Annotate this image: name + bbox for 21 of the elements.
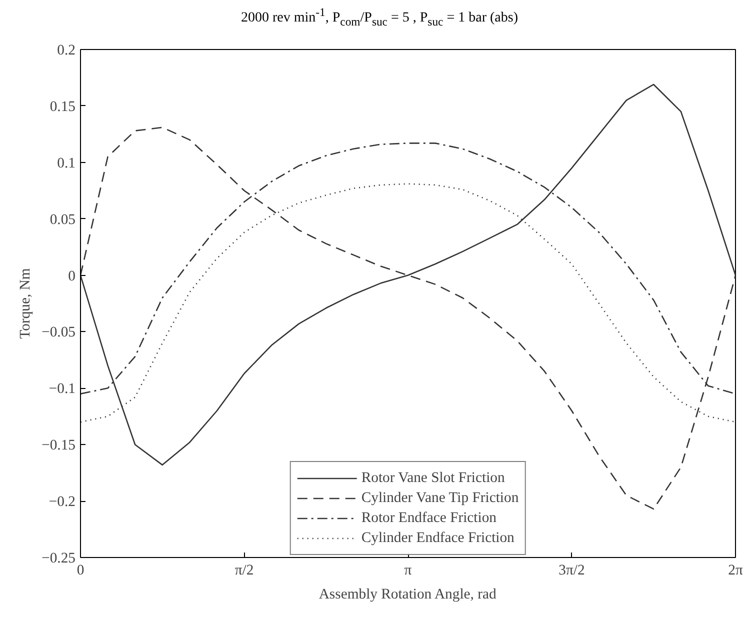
chart-title: 2000 rev min$^{-1}$, P$_{com}$/P$_{suc}$ = 5 , P$_{suc}$ = 1 bar (abs) bbox=[241, 6, 518, 28]
legend-label: Cylinder Endface Friction bbox=[361, 530, 514, 546]
y-tick-label: −0.25 bbox=[42, 550, 76, 566]
legend-label: Cylinder Vane Tip Friction bbox=[361, 490, 519, 506]
x-tick-label: π bbox=[404, 562, 412, 578]
legend-label: Rotor Vane Slot Friction bbox=[361, 470, 505, 486]
y-tick-label: −0.15 bbox=[42, 438, 76, 454]
x-tick-label: 3π/2 bbox=[558, 562, 585, 578]
y-tick-label: −0.05 bbox=[42, 324, 76, 341]
y-tick-label: 0.2 bbox=[57, 42, 76, 58]
x-tick-label: 2π bbox=[728, 562, 744, 578]
legend-label: Rotor Endface Friction bbox=[361, 510, 496, 526]
y-tick-label: 0 bbox=[68, 268, 76, 284]
y-tick-label: 0.15 bbox=[50, 98, 76, 115]
y-tick-label: 0.1 bbox=[57, 155, 76, 172]
y-tick-label: −0.2 bbox=[48, 494, 76, 510]
y-tick-label: 0.05 bbox=[50, 212, 76, 228]
x-axis-title: Assembly Rotation Angle, rad bbox=[318, 586, 498, 602]
y-tick-label: −0.1 bbox=[48, 381, 76, 398]
x-tick-label: π/2 bbox=[234, 562, 254, 578]
y-axis-title: Torque, Nm bbox=[18, 268, 34, 339]
